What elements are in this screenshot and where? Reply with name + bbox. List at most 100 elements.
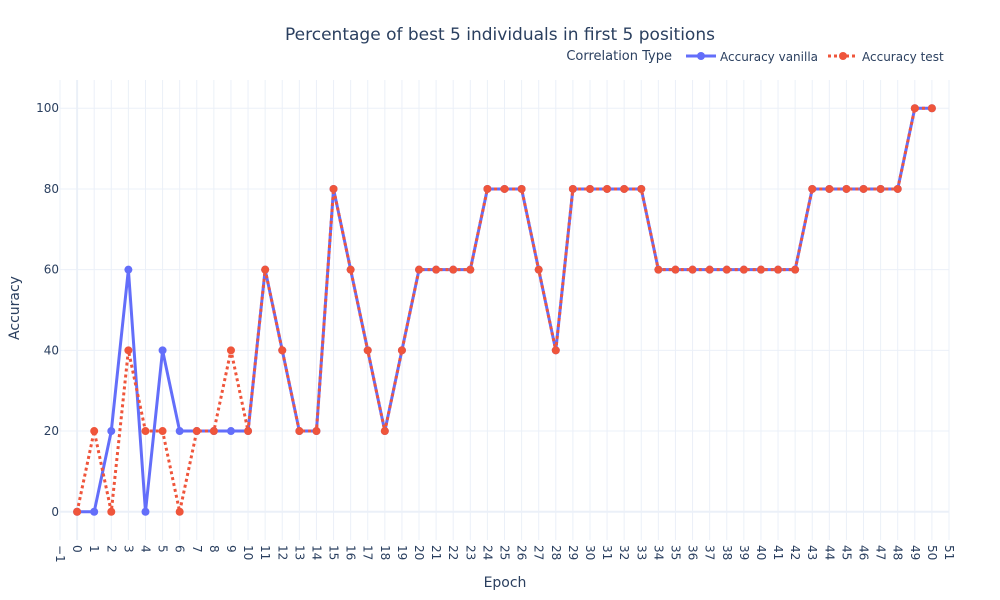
data-point-accuracy-test[interactable] bbox=[158, 427, 167, 436]
data-point-accuracy-test[interactable] bbox=[329, 184, 338, 193]
data-point-accuracy-vanilla[interactable] bbox=[107, 427, 116, 436]
y-tick-label: 100 bbox=[36, 101, 59, 115]
x-axis-title: Epoch bbox=[484, 575, 527, 591]
data-point-accuracy-test[interactable] bbox=[415, 265, 424, 274]
data-point-accuracy-vanilla[interactable] bbox=[90, 507, 99, 516]
data-point-accuracy-test[interactable] bbox=[568, 184, 577, 193]
data-point-accuracy-test[interactable] bbox=[620, 184, 629, 193]
x-tick-label: 30 bbox=[583, 545, 597, 560]
data-point-accuracy-test[interactable] bbox=[927, 104, 936, 113]
data-point-accuracy-test[interactable] bbox=[688, 265, 697, 274]
x-tick-label: 22 bbox=[446, 545, 460, 560]
data-point-accuracy-test[interactable] bbox=[380, 427, 389, 436]
x-tick-label: −1 bbox=[53, 545, 67, 563]
data-point-accuracy-test[interactable] bbox=[551, 346, 560, 355]
data-point-accuracy-test[interactable] bbox=[637, 184, 646, 193]
data-point-accuracy-test[interactable] bbox=[859, 184, 868, 193]
chart-title: Percentage of best 5 individuals in firs… bbox=[285, 25, 715, 45]
x-axis-ticks: −1 0 1 2 3 4 5 6 7 8 9 10 11 12 13 14 15 16 17 18 19 20 21 22 23… bbox=[53, 545, 956, 563]
data-point-accuracy-test[interactable] bbox=[774, 265, 783, 274]
data-point-accuracy-test[interactable] bbox=[671, 265, 680, 274]
data-point-accuracy-test[interactable] bbox=[483, 184, 492, 193]
data-point-accuracy-test[interactable] bbox=[226, 346, 235, 355]
data-point-accuracy-vanilla[interactable] bbox=[141, 507, 150, 516]
x-tick-label: 0 bbox=[70, 545, 84, 553]
x-tick-label: 13 bbox=[292, 545, 306, 560]
data-point-accuracy-test[interactable] bbox=[517, 184, 526, 193]
data-point-accuracy-test[interactable] bbox=[842, 184, 851, 193]
data-point-accuracy-test[interactable] bbox=[808, 184, 817, 193]
data-point-accuracy-test[interactable] bbox=[534, 265, 543, 274]
x-tick-label: 29 bbox=[566, 545, 580, 560]
x-tick-label: 31 bbox=[600, 545, 614, 560]
data-point-accuracy-test[interactable] bbox=[312, 427, 321, 436]
x-tick-label: 15 bbox=[327, 545, 341, 560]
data-point-accuracy-test[interactable] bbox=[500, 184, 509, 193]
x-tick-label: 35 bbox=[668, 545, 682, 560]
data-point-accuracy-test[interactable] bbox=[124, 346, 133, 355]
data-point-accuracy-test[interactable] bbox=[756, 265, 765, 274]
x-tick-label: 4 bbox=[138, 545, 152, 553]
x-tick-label: 19 bbox=[395, 545, 409, 560]
data-point-accuracy-test[interactable] bbox=[910, 104, 919, 113]
data-point-accuracy-test[interactable] bbox=[705, 265, 714, 274]
data-point-accuracy-test[interactable] bbox=[244, 427, 253, 436]
data-point-accuracy-test[interactable] bbox=[363, 346, 372, 355]
data-point-accuracy-test[interactable] bbox=[141, 427, 150, 436]
data-point-accuracy-test[interactable] bbox=[175, 507, 184, 516]
data-point-accuracy-test[interactable] bbox=[397, 346, 406, 355]
data-point-accuracy-test[interactable] bbox=[893, 184, 902, 193]
data-point-accuracy-test[interactable] bbox=[107, 507, 116, 516]
data-point-accuracy-test[interactable] bbox=[432, 265, 441, 274]
x-tick-label: 46 bbox=[857, 545, 871, 560]
x-tick-label: 18 bbox=[378, 545, 392, 560]
x-tick-label: 1 bbox=[87, 545, 101, 553]
legend-marker-test bbox=[839, 52, 847, 60]
x-tick-label: 47 bbox=[874, 545, 888, 560]
data-point-accuracy-vanilla[interactable] bbox=[226, 427, 235, 436]
legend-item-vanilla[interactable]: Accuracy vanilla bbox=[686, 50, 818, 64]
data-point-accuracy-test[interactable] bbox=[90, 427, 99, 436]
data-point-accuracy-test[interactable] bbox=[295, 427, 304, 436]
x-tick-label: 43 bbox=[805, 545, 819, 560]
x-tick-label: 8 bbox=[207, 545, 221, 553]
x-tick-label: 3 bbox=[121, 545, 135, 553]
data-point-accuracy-test[interactable] bbox=[73, 507, 82, 516]
data-point-accuracy-test[interactable] bbox=[791, 265, 800, 274]
marker-layer bbox=[73, 104, 936, 516]
data-point-accuracy-test[interactable] bbox=[739, 265, 748, 274]
legend-title: Correlation Type bbox=[566, 49, 672, 64]
x-tick-label: 24 bbox=[480, 545, 494, 560]
x-tick-label: 45 bbox=[839, 545, 853, 560]
series-line-accuracy-test bbox=[75, 106, 932, 514]
data-point-accuracy-vanilla[interactable] bbox=[175, 427, 184, 436]
data-point-accuracy-test[interactable] bbox=[876, 184, 885, 193]
y-axis-ticks: 0 20 40 60 80 100 bbox=[36, 101, 59, 519]
data-point-accuracy-test[interactable] bbox=[722, 265, 731, 274]
data-point-accuracy-test[interactable] bbox=[346, 265, 355, 274]
x-tick-label: 26 bbox=[515, 545, 529, 560]
legend-label-vanilla: Accuracy vanilla bbox=[720, 50, 818, 64]
x-tick-label: 5 bbox=[156, 545, 170, 553]
data-point-accuracy-test[interactable] bbox=[192, 427, 201, 436]
legend-item-test[interactable]: Accuracy test bbox=[828, 50, 944, 64]
x-tick-label: 41 bbox=[771, 545, 785, 560]
x-tick-label: 49 bbox=[908, 545, 922, 560]
data-point-accuracy-test[interactable] bbox=[654, 265, 663, 274]
data-point-accuracy-test[interactable] bbox=[278, 346, 287, 355]
y-tick-label: 80 bbox=[44, 182, 59, 196]
x-tick-label: 38 bbox=[720, 545, 734, 560]
data-point-accuracy-test[interactable] bbox=[261, 265, 270, 274]
x-tick-label: 12 bbox=[275, 545, 289, 560]
data-point-accuracy-test[interactable] bbox=[209, 427, 218, 436]
x-tick-label: 32 bbox=[617, 545, 631, 560]
data-point-accuracy-test[interactable] bbox=[585, 184, 594, 193]
data-point-accuracy-test[interactable] bbox=[449, 265, 458, 274]
data-point-accuracy-test[interactable] bbox=[825, 184, 834, 193]
data-point-accuracy-test[interactable] bbox=[603, 184, 612, 193]
data-point-accuracy-vanilla[interactable] bbox=[124, 265, 133, 274]
data-point-accuracy-test[interactable] bbox=[466, 265, 475, 274]
x-tick-label: 39 bbox=[737, 545, 751, 560]
data-point-accuracy-vanilla[interactable] bbox=[158, 346, 167, 355]
